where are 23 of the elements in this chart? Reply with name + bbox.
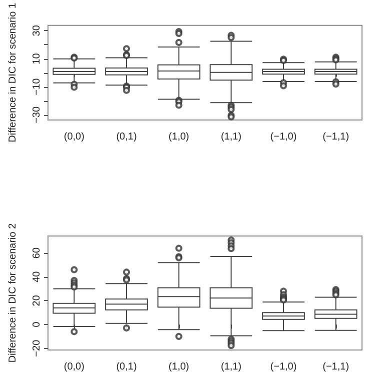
x-tick-label: (1,0) xyxy=(168,132,190,142)
y-tick-label: 10 xyxy=(32,52,42,64)
x-tick-label: (0,1) xyxy=(116,132,137,142)
y-tick-label: −10 xyxy=(32,78,42,96)
x-tick-label: (−1,0) xyxy=(270,132,297,142)
y-axis-title: Difference in DIC for scenario 2 xyxy=(8,222,18,363)
y-tick-label: 0 xyxy=(32,321,42,328)
y-tick-label: −30 xyxy=(32,106,42,124)
x-tick-label: (0,0) xyxy=(64,132,84,142)
x-tick-label: (0,0) xyxy=(64,362,84,372)
x-tick-label: (−1,0) xyxy=(270,362,297,372)
y-tick-label: 60 xyxy=(32,247,42,259)
x-tick-label: (1,1) xyxy=(220,362,242,372)
x-tick-label: (−1,1) xyxy=(322,132,350,142)
y-tick-label: 20 xyxy=(32,294,42,306)
x-tick-label: (1,1) xyxy=(220,132,242,142)
y-axis-title: Difference in DIC for scenario 1 xyxy=(8,2,18,142)
y-tick-label: −20 xyxy=(32,339,42,357)
y-tick-label: 30 xyxy=(32,24,42,36)
y-tick-label: 40 xyxy=(32,270,42,282)
x-tick-label: (−1,1) xyxy=(322,362,350,372)
x-tick-label: (1,0) xyxy=(168,362,190,372)
x-tick-label: (0,1) xyxy=(116,362,137,372)
